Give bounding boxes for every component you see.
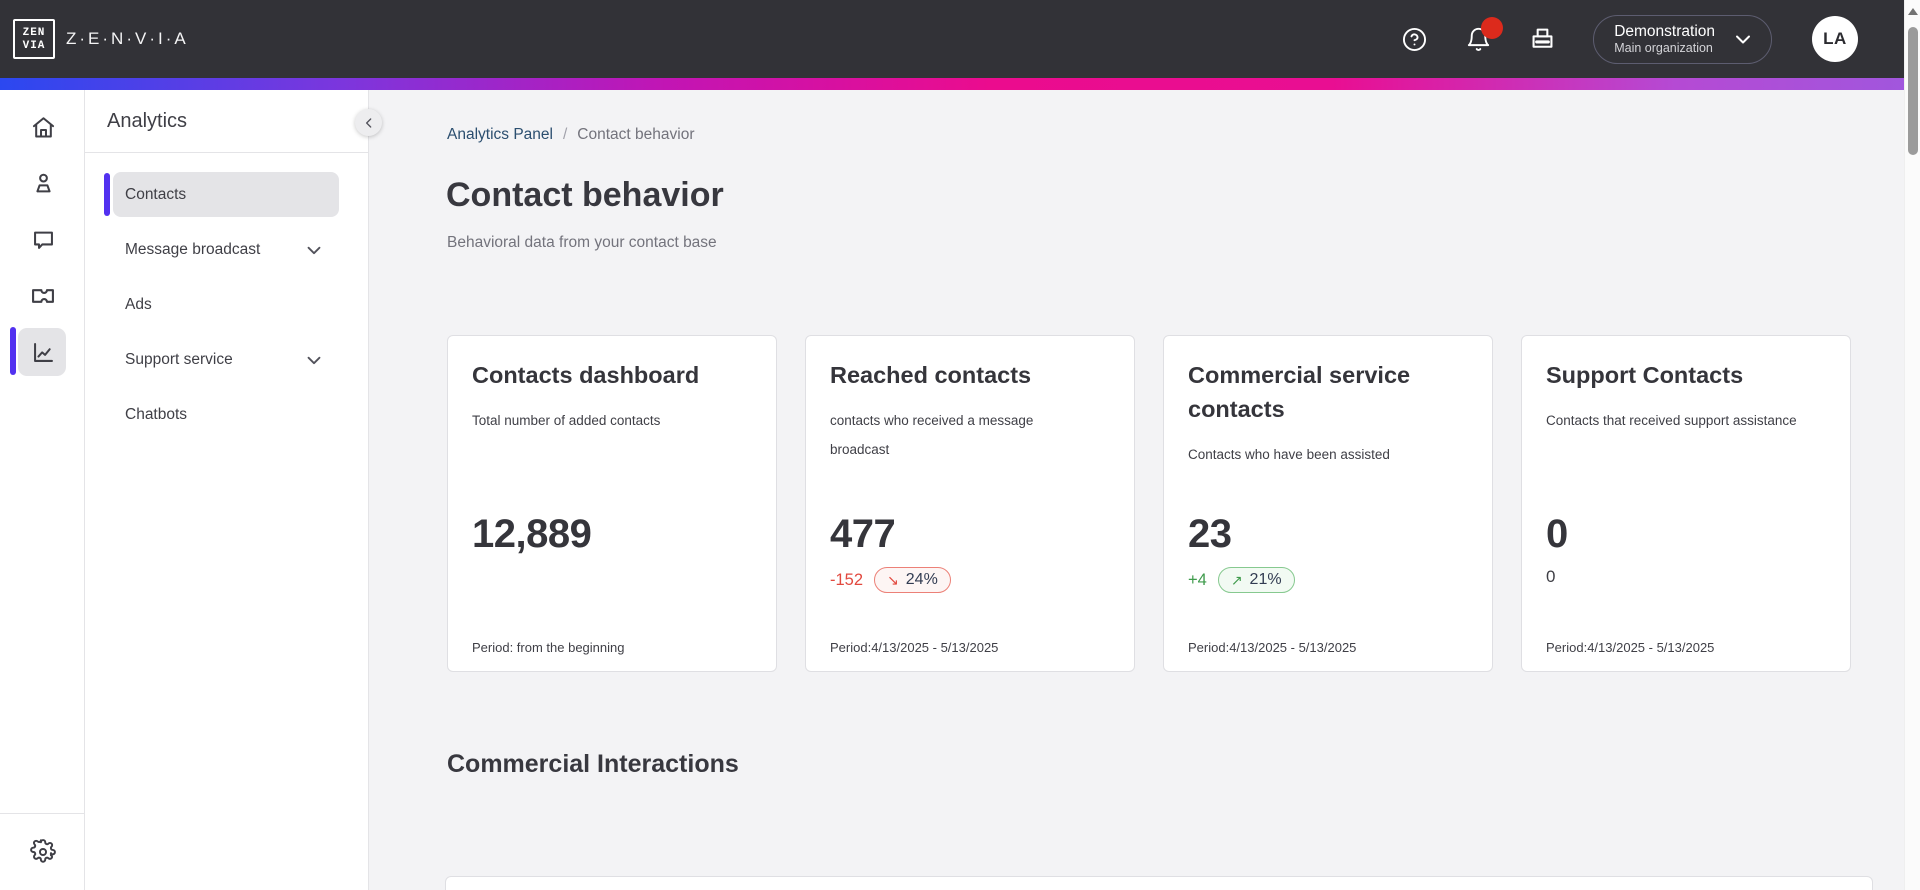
card-support-contacts: Support Contacts Contacts that received … xyxy=(1521,335,1851,672)
analytics-chart-icon[interactable] xyxy=(29,338,57,366)
kpi-cards-row: Contacts dashboard Total number of added… xyxy=(447,335,1851,672)
card-value: 477 xyxy=(830,512,896,556)
logo-text-bottom: VIA xyxy=(22,39,46,52)
badge-percent: 21% xyxy=(1249,571,1282,588)
panel-collapse-button[interactable] xyxy=(355,109,382,136)
card-title: Reached contacts xyxy=(830,362,1032,388)
card-title: Contacts dashboard xyxy=(472,362,700,388)
organization-text: Demonstration Main organization xyxy=(1614,22,1715,57)
user-avatar[interactable]: LA xyxy=(1812,16,1858,62)
breadcrumb-analytics-panel[interactable]: Analytics Panel xyxy=(447,126,553,143)
card-description: contacts who received a message broadcas… xyxy=(830,413,1034,457)
panel-menu: Contacts Message broadcast Ads Support s… xyxy=(85,172,368,447)
trend-down-icon: ↘ xyxy=(887,571,899,588)
panel-title: Analytics xyxy=(107,110,188,132)
card-description: Contacts who have been assisted xyxy=(1188,447,1390,462)
topbar: ZEN VIA Z·E·N·V·I·A xyxy=(0,0,1904,78)
menu-item-contacts[interactable]: Contacts xyxy=(104,172,339,217)
card-period: Period:4/13/2025 - 5/13/2025 xyxy=(1546,640,1715,655)
main-content: Analytics Panel / Contact behavior Conta… xyxy=(369,90,1904,890)
rail-divider xyxy=(0,813,85,814)
analytics-panel: Analytics Contacts Message broadcast Ads… xyxy=(85,90,382,890)
active-item-indicator xyxy=(10,327,16,375)
logo-text-top: ZEN xyxy=(22,26,46,39)
card-description: Total number of added contacts xyxy=(472,413,661,428)
breadcrumb-current: Contact behavior xyxy=(577,126,695,143)
card-period: Period:4/13/2025 - 5/13/2025 xyxy=(1188,640,1357,655)
card-description: Contacts that received support assistanc… xyxy=(1546,413,1797,428)
page-title: Contact behavior xyxy=(446,176,724,214)
card-contacts-dashboard: Contacts dashboard Total number of added… xyxy=(447,335,777,672)
section-title-commercial-interactions: Commercial Interactions xyxy=(447,750,739,778)
contacts-person-icon[interactable] xyxy=(29,169,57,197)
scrollbar[interactable] xyxy=(1904,0,1920,890)
commercial-interactions-card xyxy=(445,876,1873,890)
chevron-left-icon xyxy=(365,117,371,128)
card-period: Period:4/13/2025 - 5/13/2025 xyxy=(830,640,999,655)
menu-item-message-broadcast[interactable]: Message broadcast xyxy=(113,227,339,272)
card-value: 0 xyxy=(1546,512,1568,556)
card-value: 23 xyxy=(1188,512,1232,556)
card-commercial-service-contacts: Commercial service contacts Contacts who… xyxy=(1163,335,1493,672)
chevron-down-icon xyxy=(1731,27,1755,51)
chevron-down-icon xyxy=(303,239,325,261)
menu-item-label: Message broadcast xyxy=(125,240,261,258)
secondary-value: 0 xyxy=(1546,567,1556,586)
page-subtitle: Behavioral data from your contact base xyxy=(447,234,717,251)
organization-selector[interactable]: Demonstration Main organization xyxy=(1593,14,1772,64)
breadcrumb-separator: / xyxy=(562,126,568,143)
icon-rail xyxy=(0,90,85,890)
menu-item-label: Ads xyxy=(125,295,152,313)
organization-subtitle: Main organization xyxy=(1614,40,1713,55)
trend-badge: ↘ 24% xyxy=(874,567,951,593)
menu-item-label: Contacts xyxy=(125,185,187,203)
breadcrumb: Analytics Panel / Contact behavior xyxy=(447,126,694,144)
brand-wordmark: Z·E·N·V·I·A xyxy=(66,29,189,48)
ticket-icon[interactable] xyxy=(29,282,57,310)
menu-item-support-service[interactable]: Support service xyxy=(113,337,339,382)
zenvia-logo-icon: ZEN VIA xyxy=(13,19,55,59)
trend-badge: ↗ 21% xyxy=(1217,567,1295,593)
printer-icon[interactable] xyxy=(1527,24,1557,54)
menu-item-label: Chatbots xyxy=(125,405,188,423)
notification-badge-dot xyxy=(1481,17,1504,39)
brand[interactable]: ZEN VIA Z·E·N·V·I·A xyxy=(13,19,189,59)
card-delta-row: 0 xyxy=(1546,567,1555,587)
chevron-down-icon xyxy=(303,349,325,371)
badge-percent: 24% xyxy=(905,571,938,588)
topbar-actions: Demonstration Main organization LA xyxy=(1399,14,1858,64)
card-delta-row: +4 ↗ 21% xyxy=(1188,567,1295,593)
organization-name: Demonstration xyxy=(1614,22,1715,40)
chat-bubble-icon[interactable] xyxy=(29,226,57,254)
help-icon[interactable] xyxy=(1399,24,1429,54)
settings-gear-icon[interactable] xyxy=(29,838,57,866)
delta-value: -152 xyxy=(830,570,864,589)
menu-item-chatbots[interactable]: Chatbots xyxy=(113,392,339,437)
menu-item-ads[interactable]: Ads xyxy=(113,282,339,327)
delta-value: +4 xyxy=(1188,570,1207,589)
brand-gradient-bar xyxy=(0,78,1904,90)
scrollbar-thumb[interactable] xyxy=(1908,27,1918,155)
card-period: Period: from the beginning xyxy=(472,640,625,655)
card-value: 12,889 xyxy=(472,512,592,556)
panel-divider xyxy=(85,152,368,153)
card-reached-contacts: Reached contacts contacts who received a… xyxy=(805,335,1135,672)
menu-item-label: Support service xyxy=(125,350,233,368)
card-title: Support Contacts xyxy=(1546,362,1744,388)
notifications-bell-icon[interactable] xyxy=(1463,17,1504,54)
trend-up-icon: ↗ xyxy=(1230,571,1243,588)
home-icon[interactable] xyxy=(29,113,57,141)
card-delta-row: -152 ↘ 24% xyxy=(830,567,951,593)
card-title: Commercial service contacts xyxy=(1188,362,1411,422)
scrollbar-up-arrow-icon[interactable] xyxy=(1908,8,1918,15)
